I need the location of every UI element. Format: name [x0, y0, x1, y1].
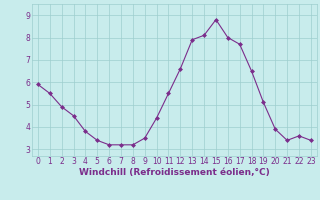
X-axis label: Windchill (Refroidissement éolien,°C): Windchill (Refroidissement éolien,°C) [79, 168, 270, 177]
